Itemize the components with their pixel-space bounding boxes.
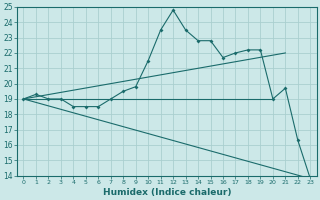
- X-axis label: Humidex (Indice chaleur): Humidex (Indice chaleur): [103, 188, 231, 197]
